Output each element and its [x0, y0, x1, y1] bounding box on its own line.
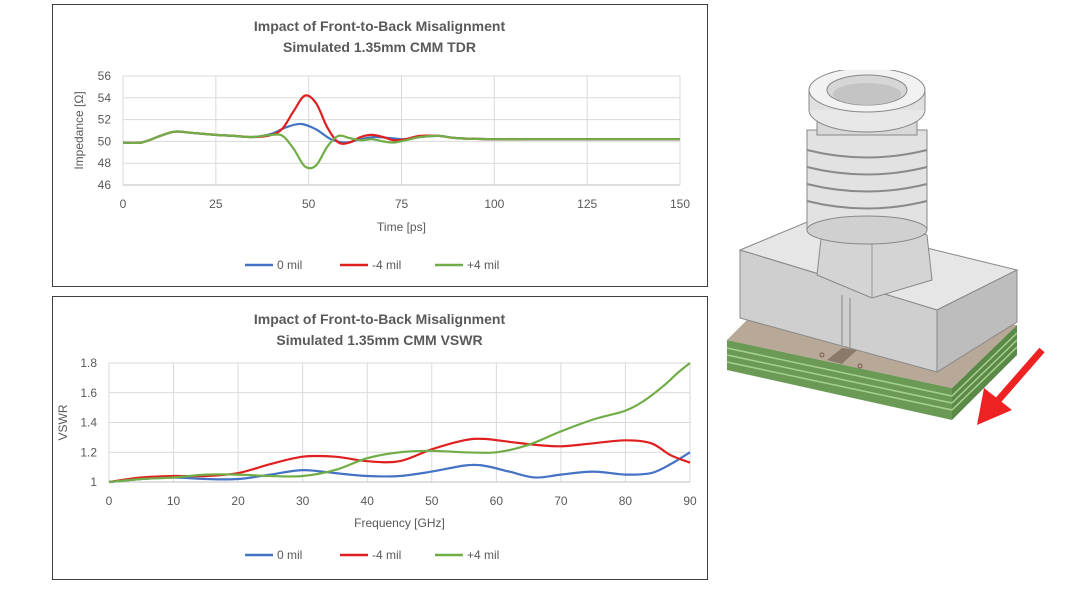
- vswr-y-tick-label: 1.8: [80, 356, 97, 370]
- via-left: [819, 352, 825, 358]
- vswr-x-tick-label: 30: [296, 494, 310, 508]
- vswr-chart-panel: Impact of Front-to-Back Misalignment Simu…: [52, 296, 708, 580]
- tdr-chart: Impact of Front-to-Back Misalignment Simu…: [72, 18, 690, 272]
- tdr-y-tick-label: 54: [98, 91, 112, 105]
- vswr-x-tick-label: 90: [683, 494, 697, 508]
- base-side: [936, 269, 1018, 373]
- vswr-y-axis-label: VSWR: [56, 404, 70, 440]
- tdr-y-tick-label: 56: [98, 69, 112, 83]
- vswr-x-tick-label: 50: [425, 494, 439, 508]
- tdr-y-tick-label: 50: [98, 134, 112, 148]
- vswr-y-tick-label: 1.4: [80, 416, 97, 430]
- vswr-x-tick-label: 70: [554, 494, 568, 508]
- vswr-x-tick-label: 20: [231, 494, 245, 508]
- vswr-chart: Impact of Front-to-Back Misalignment Simu…: [56, 311, 697, 562]
- misalignment-arrow-head: [977, 388, 1012, 425]
- vswr-series-line-4-mil: [108, 437, 691, 484]
- vswr-chart-subtitle: Simulated 1.35mm CMM VSWR: [276, 332, 482, 348]
- tdr-series-line-4-mil: [122, 130, 680, 170]
- connector-3d-model-icon: [726, 70, 1045, 425]
- tdr-x-tick-label: 150: [670, 197, 690, 211]
- vswr-chart-title: Impact of Front-to-Back Misalignment: [254, 311, 506, 327]
- vswr-legend-label: 0 mil: [277, 548, 302, 562]
- tdr-x-tick-label: 125: [577, 197, 597, 211]
- tdr-y-axis-label: Impedance [Ω]: [72, 91, 86, 169]
- via-right: [857, 363, 863, 369]
- vswr-x-axis-label: Frequency [GHz]: [354, 516, 445, 530]
- tdr-chart-title: Impact of Front-to-Back Misalignment: [254, 18, 506, 34]
- misalignment-arrow-shaft: [991, 347, 1045, 408]
- vswr-legend-label: -4 mil: [372, 548, 401, 562]
- tdr-y-tick-label: 46: [98, 178, 112, 192]
- vswr-series-line-4-mil: [108, 362, 691, 484]
- vswr-series-line-0-mil: [108, 451, 691, 484]
- vswr-x-tick-label: 60: [490, 494, 504, 508]
- tdr-x-tick-label: 75: [395, 197, 409, 211]
- signal-trace: [827, 348, 857, 364]
- vswr-y-tick-label: 1.6: [80, 386, 97, 400]
- vswr-legend-label: +4 mil: [467, 548, 499, 562]
- threaded-body: [806, 129, 928, 231]
- threads: [806, 149, 928, 210]
- tdr-legend-label: 0 mil: [277, 258, 302, 272]
- tdr-legend-label: +4 mil: [467, 258, 499, 272]
- tdr-x-tick-label: 100: [484, 197, 504, 211]
- tdr-x-tick-label: 50: [302, 197, 316, 211]
- vswr-y-tick-label: 1: [90, 475, 97, 489]
- vswr-y-tick-label: 1.2: [80, 445, 97, 459]
- tdr-chart-panel: Impact of Front-to-Back Misalignment Simu…: [52, 4, 708, 287]
- tdr-x-tick-label: 25: [209, 197, 223, 211]
- vswr-x-tick-label: 80: [619, 494, 633, 508]
- tdr-x-axis-label: Time [ps]: [377, 220, 426, 234]
- tdr-y-tick-label: 52: [98, 113, 112, 127]
- tdr-x-tick-label: 0: [120, 197, 127, 211]
- vswr-x-tick-label: 10: [167, 494, 181, 508]
- pcb-layers: [726, 347, 953, 411]
- vswr-x-tick-label: 40: [361, 494, 375, 508]
- vswr-x-tick-label: 0: [106, 494, 113, 508]
- tdr-y-tick-label: 48: [98, 156, 112, 170]
- tdr-legend-label: -4 mil: [372, 258, 401, 272]
- tdr-chart-subtitle: Simulated 1.35mm CMM TDR: [283, 39, 476, 55]
